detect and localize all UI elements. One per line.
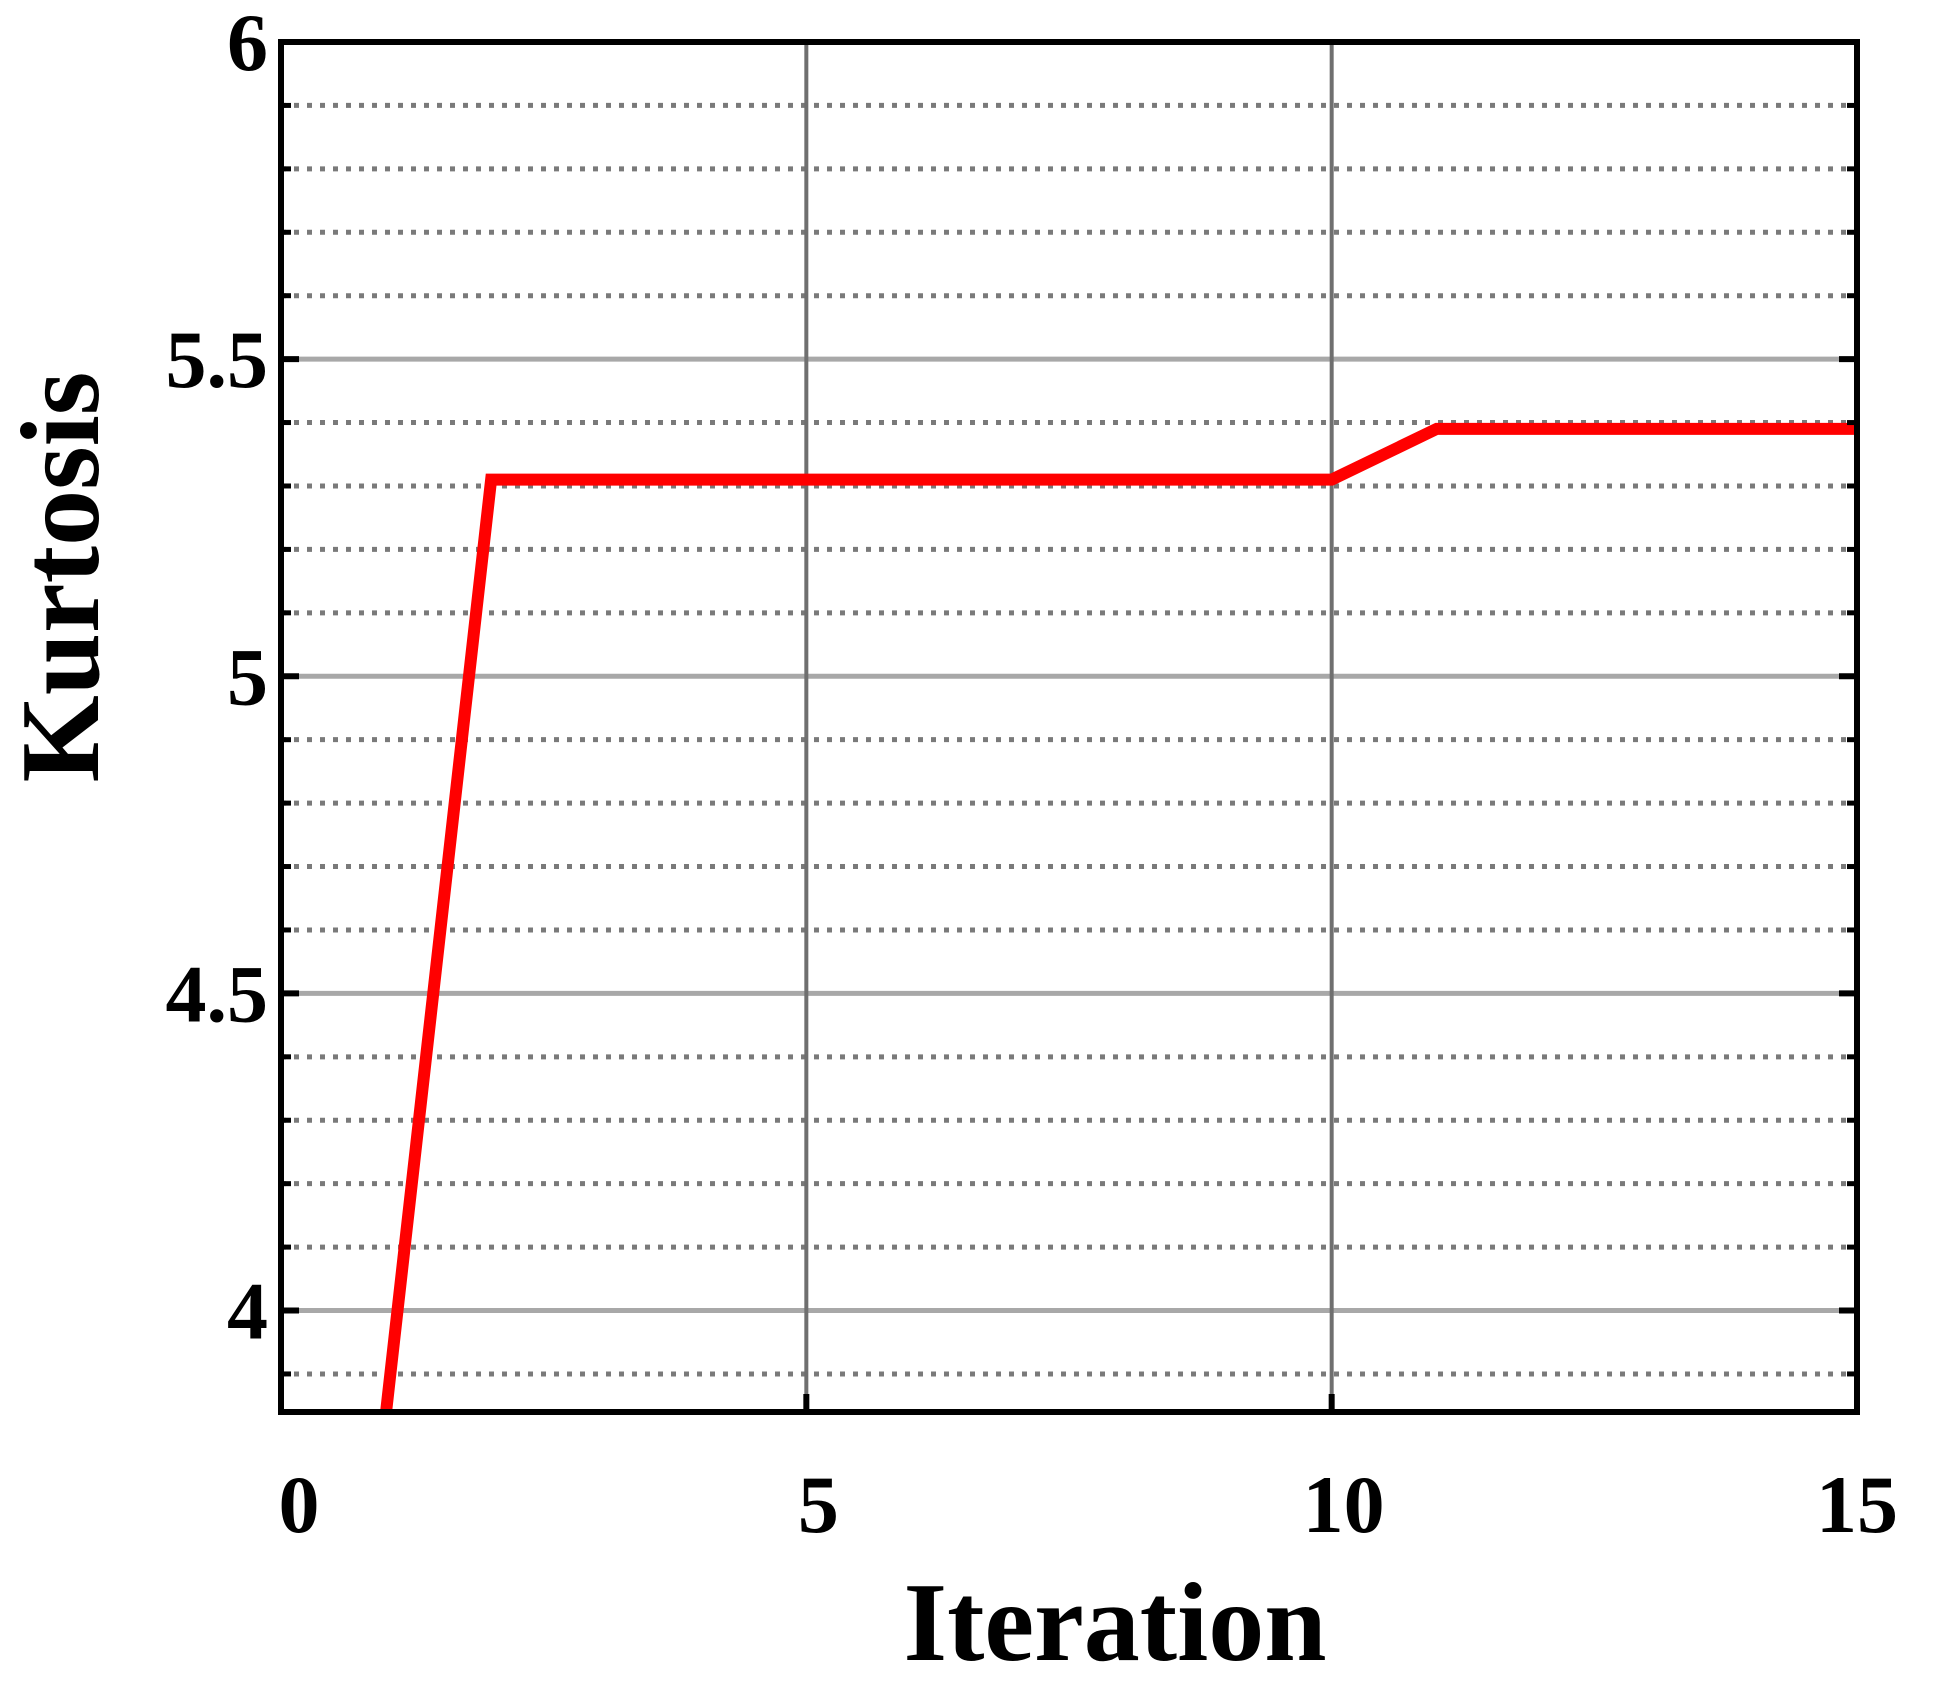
series-layer (380, 422, 1857, 1413)
x-tick-label: 10 (1303, 1459, 1385, 1550)
x-tick-label: 0 (279, 1459, 320, 1550)
y-tick-label: 5.5 (166, 314, 269, 405)
y-tick-label: 5 (227, 631, 268, 722)
tick-labels: 4 4.5 5 5.5 6 0 5 10 15 (166, 0, 1899, 1550)
grid-layer (281, 42, 1857, 1412)
y-tick-label: 4 (227, 1266, 268, 1357)
x-tick-label: 5 (798, 1459, 839, 1550)
y-tick-label: 4.5 (166, 948, 269, 1039)
y-tick-label: 6 (227, 0, 268, 88)
x-tick-label: 15 (1816, 1459, 1898, 1550)
x-axis-label: Iteration (903, 1561, 1326, 1685)
plot-frame (278, 39, 1860, 1415)
y-axis-label: Kurtosis (0, 372, 123, 783)
axes-layer (278, 39, 1860, 1415)
series-line-0 (380, 422, 1857, 1413)
